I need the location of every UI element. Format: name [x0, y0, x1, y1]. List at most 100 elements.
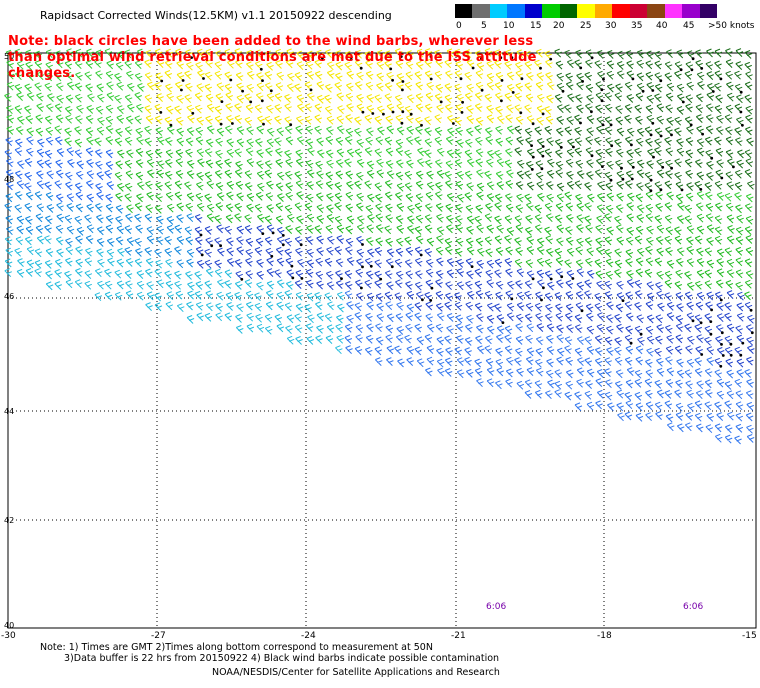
contamination-dot	[210, 244, 214, 248]
contamination-dot	[261, 79, 264, 82]
contamination-dot	[191, 111, 195, 115]
lon-label: -18	[597, 631, 612, 641]
lon-label: -24	[301, 631, 316, 641]
contamination-dot	[500, 99, 503, 103]
contamination-dot	[709, 332, 713, 336]
contamination-dot	[401, 88, 404, 92]
contamination-dot	[710, 308, 713, 312]
contamination-dot	[480, 57, 483, 61]
colorbar-swatch	[612, 4, 630, 18]
colorbar-label: 20	[553, 21, 565, 31]
contamination-dot	[391, 110, 395, 114]
colorbar-swatch	[472, 4, 490, 18]
colorbar-swatch	[489, 4, 508, 18]
contamination-dot	[499, 56, 503, 60]
wind-barbs	[4, 48, 755, 445]
contamination-dot	[321, 56, 324, 60]
contamination-dot	[391, 78, 394, 82]
contamination-dot	[710, 156, 714, 160]
contamination-dot	[181, 79, 185, 82]
lat-label: 48	[4, 175, 14, 184]
colorbar-label: 0	[456, 21, 462, 31]
contamination-dot	[699, 188, 703, 191]
contamination-markers	[159, 55, 754, 368]
time-label: 6:06	[486, 602, 506, 612]
contamination-dot	[661, 165, 665, 169]
contamination-dot	[190, 56, 194, 59]
wind-barb-group	[514, 48, 755, 192]
contamination-dot	[680, 188, 684, 192]
contamination-dot	[281, 234, 285, 237]
contamination-dot	[461, 100, 464, 104]
contamination-dot	[729, 342, 733, 346]
contamination-dot	[501, 321, 505, 324]
colorbar-swatch	[577, 4, 595, 18]
contamination-dot	[590, 154, 594, 158]
contamination-dot	[269, 89, 273, 93]
colorbar-label: 15	[530, 21, 542, 31]
contamination-dot	[420, 123, 423, 127]
contamination-dot	[719, 77, 723, 81]
contamination-dot	[739, 110, 743, 114]
contamination-dot	[379, 277, 383, 281]
contamination-dot	[601, 123, 605, 127]
contamination-dot	[219, 122, 223, 126]
contamination-dot	[649, 133, 653, 137]
contamination-dot	[361, 265, 364, 269]
contamination-dot	[409, 112, 413, 116]
contamination-dot	[470, 265, 474, 268]
contamination-dot	[659, 79, 663, 83]
wind-barb-group	[194, 214, 755, 368]
contamination-dot	[262, 122, 265, 126]
contamination-dot	[629, 341, 633, 345]
contamination-dot	[289, 123, 293, 127]
contamination-dot	[590, 56, 594, 60]
contamination-dot	[229, 78, 233, 82]
contamination-dot	[720, 176, 724, 180]
contamination-dot	[519, 111, 523, 115]
contamination-dot	[670, 133, 673, 137]
contamination-dot	[561, 89, 565, 93]
contamination-dot	[459, 77, 463, 81]
contamination-dot	[649, 189, 653, 193]
contamination-dot	[572, 145, 575, 149]
colorbar-label: 30	[605, 21, 617, 31]
contamination-dot	[401, 80, 405, 83]
contamination-dot	[719, 364, 723, 368]
colorbar-label: 25	[580, 21, 592, 31]
contamination-dot	[219, 244, 223, 248]
wind-barb-group	[344, 290, 755, 445]
contamination-dot	[651, 121, 655, 125]
contamination-dot	[429, 299, 433, 302]
contamination-dot	[400, 121, 404, 125]
contamination-dot	[429, 77, 433, 81]
contamination-dot	[429, 55, 433, 58]
colorbar-swatch	[629, 4, 648, 18]
contamination-dot	[601, 165, 604, 169]
contamination-dot	[719, 298, 723, 302]
contamination-dot	[369, 264, 373, 268]
contamination-dot	[340, 277, 343, 280]
contamination-dot	[249, 100, 253, 104]
contamination-dot	[530, 168, 534, 171]
contamination-dot	[739, 353, 743, 357]
contamination-dot	[641, 89, 645, 93]
contamination-dot	[530, 144, 533, 148]
contamination-dot	[630, 143, 633, 147]
contamination-dot	[621, 299, 625, 302]
contamination-dot	[721, 354, 725, 357]
contamination-dot	[382, 112, 385, 116]
contamination-dot	[701, 132, 704, 136]
contamination-dot	[711, 90, 715, 93]
contamination-dot	[531, 122, 535, 126]
contamination-dot	[361, 110, 365, 114]
contamination-dot	[659, 188, 663, 192]
contamination-dot	[659, 134, 663, 138]
contamination-dot	[202, 77, 205, 80]
wind-barb-group	[144, 48, 555, 126]
contamination-dot	[631, 77, 635, 81]
contamination-dot	[602, 77, 605, 81]
contamination-dot	[231, 122, 234, 125]
contamination-dot	[200, 253, 204, 257]
